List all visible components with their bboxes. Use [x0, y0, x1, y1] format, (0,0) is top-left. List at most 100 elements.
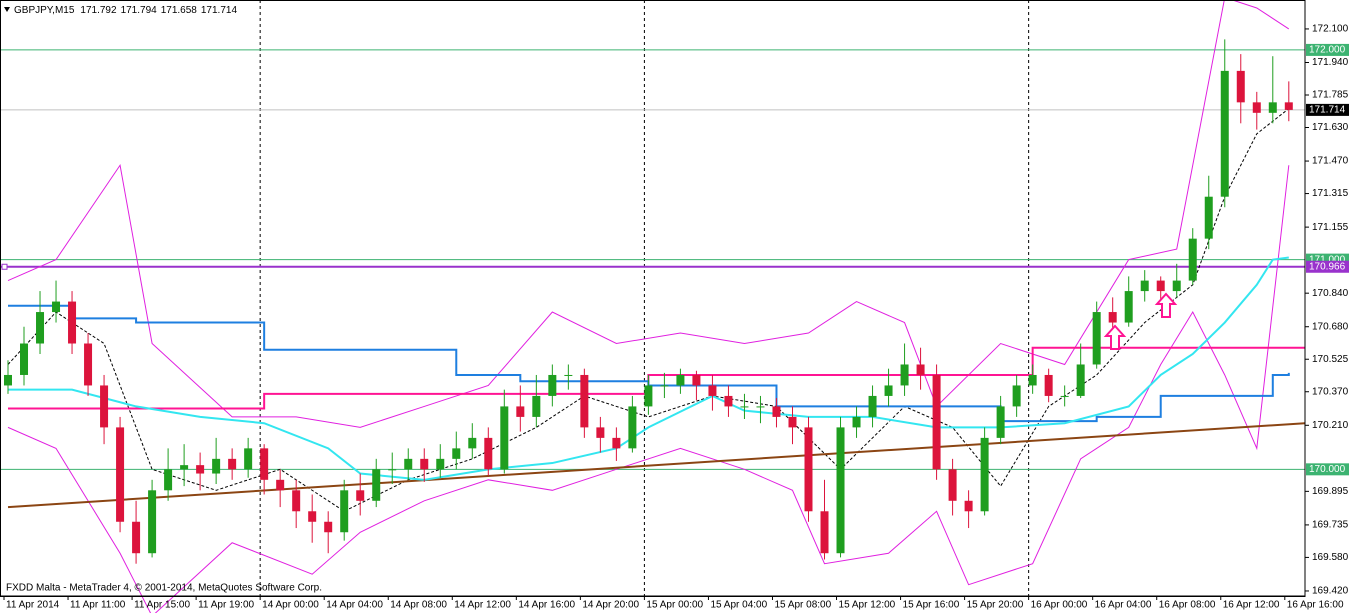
candle-body [500, 406, 509, 470]
candle-body [340, 490, 349, 533]
candle-body [1044, 374, 1053, 396]
candle-body [308, 511, 317, 522]
candle-body [996, 406, 1005, 438]
candle-body [980, 437, 989, 512]
y-tick-label: 170.370 [1312, 386, 1349, 397]
x-tick-label: 14 Apr 08:00 [390, 600, 447, 611]
candle-body [148, 490, 157, 554]
candle-body [900, 364, 909, 386]
y-tick-label: 171.155 [1312, 222, 1349, 233]
bar-close: 171.714 [201, 5, 238, 16]
candle-body [708, 385, 717, 396]
x-tick-label: 16 Apr 04:00 [1095, 600, 1152, 611]
candle-body [564, 374, 573, 376]
candle-body [100, 385, 109, 428]
candle-body [676, 374, 685, 386]
candle-body [1076, 364, 1085, 396]
x-tick-label: 16 Apr 08:00 [1159, 600, 1216, 611]
candle-body [948, 469, 957, 501]
candle-body [1060, 395, 1069, 397]
candle-body [228, 458, 237, 470]
indicator-line [7, 165, 1290, 613]
candle-body [180, 465, 189, 470]
y-tick-label: 171.940 [1312, 57, 1349, 68]
y-tick-label: 170.525 [1312, 354, 1349, 365]
candle-body [868, 395, 877, 417]
candle-body [324, 521, 333, 533]
price-box-label: 170.966 [1309, 261, 1346, 272]
candle-body [452, 448, 461, 459]
x-tick-label: 15 Apr 12:00 [839, 600, 896, 611]
candle-body [852, 416, 861, 428]
indicator-line [7, 0, 1290, 428]
candle-body [532, 395, 541, 417]
candle-body [1252, 102, 1261, 113]
indicator-line [7, 422, 1305, 509]
candle-body [548, 374, 557, 396]
candle-body [116, 427, 125, 522]
menu-triangle[interactable] [4, 7, 10, 12]
candle-body [356, 490, 365, 501]
x-tick-label: 15 Apr 08:00 [774, 600, 831, 611]
level-handle [1, 263, 8, 270]
candle-body [1124, 291, 1133, 323]
candle-body [1268, 102, 1277, 113]
x-tick-label: 15 Apr 00:00 [646, 600, 703, 611]
y-tick-label: 172.100 [1312, 24, 1349, 35]
candle-body [884, 385, 893, 396]
candle-body [196, 465, 205, 474]
candle-body [1236, 70, 1245, 103]
y-tick-label: 171.630 [1312, 122, 1349, 133]
candle-body [1284, 102, 1293, 110]
x-tick-label: 15 Apr 04:00 [710, 600, 767, 611]
x-tick-label: 15 Apr 16:00 [903, 600, 960, 611]
arrow-signal [1103, 324, 1127, 350]
candle-body [644, 385, 653, 407]
candle-body [1108, 312, 1117, 323]
candle-body [260, 448, 269, 480]
x-tick-label: 16 Apr 16:00 [1287, 600, 1344, 611]
candle-body [420, 458, 429, 470]
price-box [1306, 260, 1349, 273]
candle-body [132, 521, 141, 554]
candle-body [916, 364, 925, 375]
chart-header: GBPJPY,M15 171.792 171.794 171.658 171.714 [14, 5, 237, 16]
candle-body [36, 312, 45, 344]
candle-body [1188, 238, 1197, 281]
candle-body [788, 416, 797, 428]
price-box [1306, 463, 1349, 476]
indicator-layer [0, 0, 1305, 613]
candle-body [1220, 70, 1229, 197]
x-tick-label: 11 Apr 19:00 [198, 600, 254, 611]
price-box-label: 171.714 [1309, 105, 1346, 116]
candle-body [436, 458, 445, 470]
y-tick-label: 170.680 [1312, 321, 1349, 332]
x-tick-label: 14 Apr 16:00 [518, 600, 575, 611]
bar-open: 171.792 [80, 5, 117, 16]
y-tick-label: 169.895 [1312, 486, 1349, 497]
candle-body [388, 469, 397, 471]
y-tick-label: 170.210 [1312, 420, 1349, 431]
x-tick-label: 14 Apr 00:00 [262, 600, 319, 611]
bar-low: 171.658 [161, 5, 198, 16]
candle-body [740, 406, 749, 408]
candle-body [724, 395, 733, 407]
candle-body [596, 427, 605, 438]
candle-body [964, 500, 973, 512]
x-tick-label: 11 Apr 15:00 [134, 600, 190, 611]
candle-body [820, 511, 829, 554]
candle-body [756, 406, 765, 408]
candle-body [20, 343, 29, 375]
candle-body [468, 437, 477, 449]
price-box-label: 172.000 [1309, 45, 1346, 56]
candle-body [772, 406, 781, 417]
candle-body [1028, 374, 1037, 386]
x-tick-label: 14 Apr 04:00 [326, 600, 383, 611]
candle-body [84, 343, 93, 386]
candle-body [692, 374, 701, 386]
price-box-label: 170.000 [1309, 464, 1346, 475]
y-tick-label: 169.580 [1312, 552, 1349, 563]
candle-body [516, 406, 525, 417]
